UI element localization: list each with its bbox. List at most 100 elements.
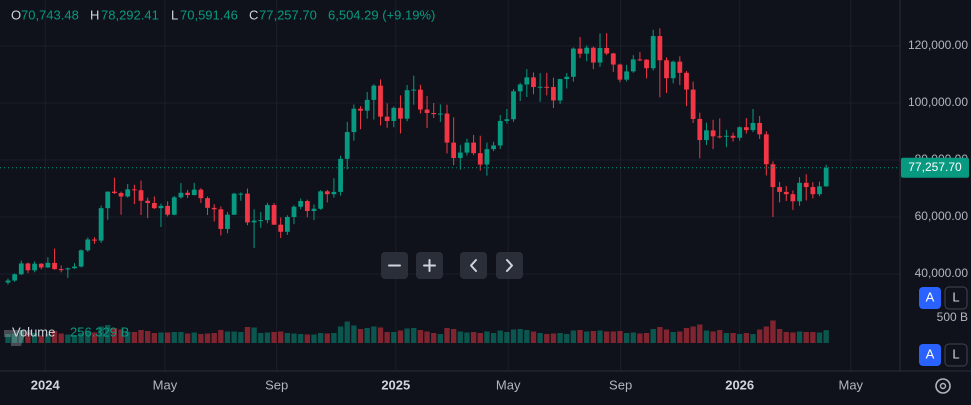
volume-bar: [810, 332, 816, 343]
candle-body: [704, 130, 709, 141]
candle-body: [803, 182, 809, 188]
volume-bar: [111, 328, 118, 343]
candle-body: [730, 135, 736, 138]
volume-bar: [198, 334, 204, 343]
volume-bar: [657, 327, 663, 343]
candle-body: [211, 207, 217, 210]
candle-body: [318, 191, 324, 209]
legend-key: H: [90, 7, 99, 22]
volume-bar: [737, 334, 743, 343]
volume-bar: [517, 329, 523, 343]
candle-body: [331, 191, 337, 195]
candle-body: [185, 192, 190, 196]
volume-bar: [683, 328, 690, 343]
volume-bar: [717, 330, 723, 343]
candle-body: [783, 191, 789, 195]
volume-bar: [211, 333, 217, 343]
x-tick-label: 2026: [725, 377, 754, 392]
volume-bar: [331, 333, 337, 343]
volume-bar: [703, 330, 710, 343]
volume-bar: [344, 321, 350, 343]
candle-body: [278, 224, 284, 232]
candle-body: [817, 186, 822, 195]
volume-bar: [584, 331, 590, 343]
candle-body: [171, 197, 177, 215]
volume-bar: [550, 333, 557, 343]
candle-body: [218, 209, 224, 229]
scroll-left-button[interactable]: [460, 252, 487, 279]
volume-bar: [337, 326, 344, 343]
log-scale-button[interactable]: [944, 343, 968, 367]
volume-bar: [171, 332, 177, 343]
candle-body: [52, 262, 57, 270]
candle-body: [677, 61, 683, 73]
volume-bar: [823, 330, 829, 343]
volume-bar: [497, 330, 503, 343]
tv-logo: [4, 330, 32, 346]
candle-body: [358, 108, 363, 111]
candle-body: [537, 86, 543, 88]
volume-bar: [623, 333, 630, 343]
legend-key: L: [171, 7, 178, 22]
log-scale-button[interactable]: [944, 286, 968, 310]
x-tick-label: Sep: [609, 377, 632, 392]
candle-body: [684, 72, 689, 90]
volume-bar: [311, 334, 317, 343]
volume-bar: [776, 329, 783, 343]
price-pane: [0, 28, 900, 285]
candle-body: [324, 191, 330, 195]
volume-bar: [816, 332, 823, 343]
candle-body: [823, 167, 829, 187]
volume-bar: [697, 324, 703, 343]
volume-bar: [384, 332, 390, 343]
volume-bar: [750, 334, 756, 343]
volume-bar: [125, 331, 131, 343]
candle-body: [298, 201, 304, 207]
volume-bar: [11, 333, 18, 343]
candle-body: [531, 77, 536, 88]
volume-bar: [324, 333, 330, 343]
scroll-right-button[interactable]: [496, 252, 523, 279]
volume-bar: [610, 331, 616, 343]
candle-body: [630, 59, 636, 72]
zoom-out-button[interactable]: [381, 252, 408, 279]
settings-button[interactable]: [935, 378, 951, 394]
volume-bar: [118, 329, 124, 343]
candle-body: [670, 61, 676, 79]
volume-bar: [710, 331, 716, 343]
x-tick-label: 2024: [31, 377, 61, 392]
candle-body: [72, 266, 77, 269]
candle-body: [38, 263, 44, 268]
volume-bar: [238, 332, 244, 343]
volume-bar: [51, 331, 58, 343]
grid: [0, 0, 900, 371]
candle-body: [45, 262, 51, 268]
candle-body: [497, 120, 503, 146]
volume-bar: [145, 331, 151, 343]
candle-body: [411, 89, 417, 91]
y-tick-label: 60,000.00: [915, 209, 969, 223]
x-tick-label: May: [496, 377, 521, 392]
candle-body: [624, 71, 630, 80]
volume-bar: [450, 329, 457, 343]
candle-body: [544, 86, 550, 88]
auto-scale-button[interactable]: [919, 287, 941, 309]
volume-bar: [796, 331, 803, 343]
candle-body: [165, 205, 171, 215]
legend-value: 77,257.70: [259, 7, 317, 22]
candle-body: [351, 108, 357, 133]
zoom-in-button[interactable]: [416, 252, 443, 279]
auto-scale-button[interactable]: [919, 344, 941, 366]
volume-bar: [437, 334, 444, 343]
legend-key: O: [11, 7, 21, 22]
candle-body: [398, 107, 403, 119]
candle-body: [225, 214, 230, 229]
candle-body: [697, 118, 703, 141]
candle-body: [198, 189, 204, 199]
candle-body: [378, 85, 383, 117]
candle-body: [384, 116, 390, 121]
volume-bar: [71, 335, 78, 343]
candle-body: [551, 87, 556, 101]
candle-body: [810, 187, 816, 195]
candle-body: [431, 112, 437, 115]
